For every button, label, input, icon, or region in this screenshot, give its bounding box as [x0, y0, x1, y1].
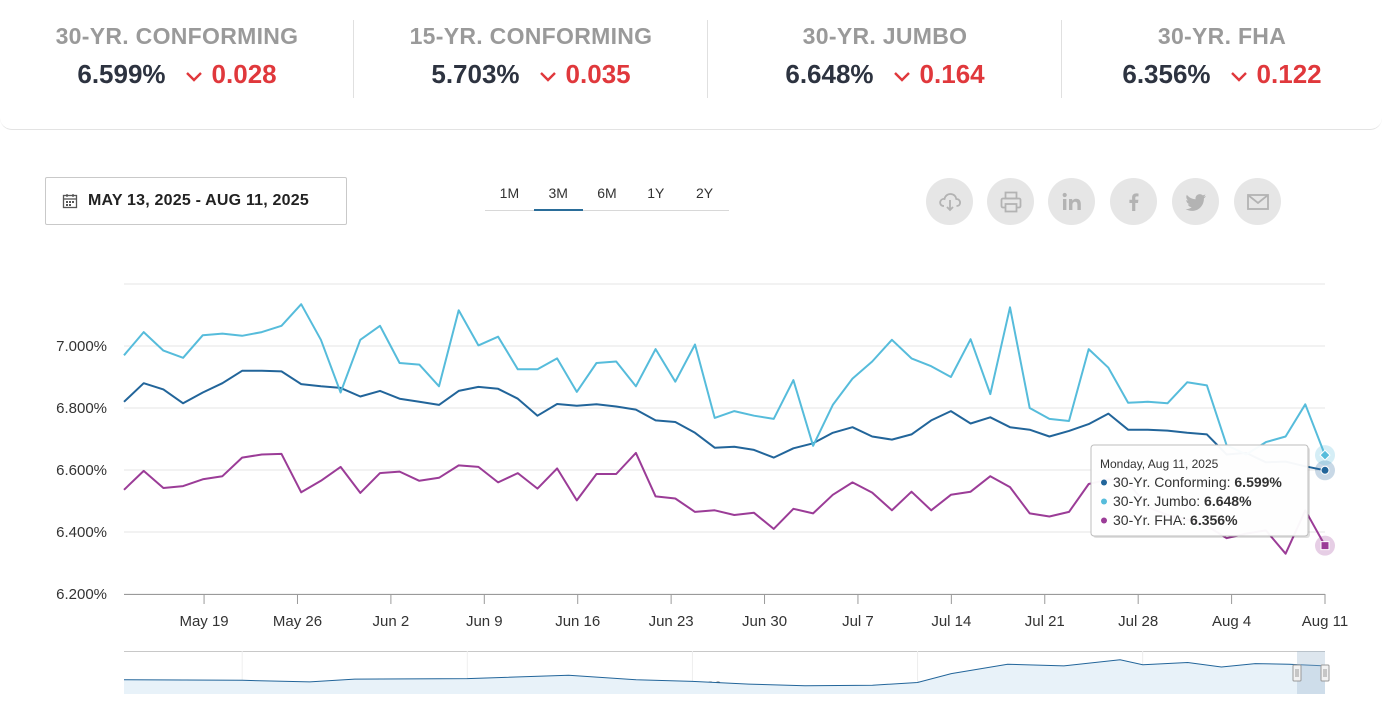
- y-tick-label: 6.200%: [56, 586, 107, 603]
- rate-value: 6.648%: [785, 59, 874, 89]
- x-tick-label: May 26: [273, 613, 322, 630]
- rate-value: 6.599%: [77, 59, 166, 89]
- y-tick-label: 6.800%: [56, 400, 107, 417]
- print-button[interactable]: [987, 178, 1034, 225]
- x-tick-label: Jul 7: [842, 613, 874, 630]
- rate-card-30yr-fha: 30-YR. FHA 6.356% 0.122: [1062, 20, 1382, 100]
- download-button[interactable]: [926, 178, 973, 225]
- facebook-share-button[interactable]: [1110, 178, 1157, 225]
- date-range-picker[interactable]: MAY 13, 2025 - AUG 11, 2025: [45, 177, 347, 225]
- chevron-down-icon: [893, 72, 910, 82]
- series-line-30yr-conforming: [123, 369, 1326, 472]
- rate-card-30yr-jumbo: 30-YR. JUMBO 6.648% 0.164: [708, 20, 1062, 100]
- y-tick-label: 6.600%: [56, 462, 107, 479]
- rate-change: 0.164: [919, 59, 985, 89]
- rate-card-title: 30-YR. FHA: [1157, 23, 1287, 49]
- y-axis: 6.200% 6.400% 6.600% 6.800% 7.000%: [56, 338, 107, 603]
- y-tick-label: 6.400%: [56, 524, 107, 541]
- x-tick-label: Jul 28: [1118, 613, 1158, 630]
- mail-icon: [1246, 193, 1269, 210]
- navigator-area: [124, 659, 1325, 694]
- series-line-30yr-jumbo: [123, 303, 1326, 456]
- range-selector: 1M 3M 6M 1Y 2Y: [485, 180, 729, 211]
- twitter-icon: [1185, 193, 1206, 211]
- rate-value: 6.356%: [1122, 59, 1211, 89]
- x-tick-label: Jun 23: [649, 613, 694, 630]
- navigator-selection[interactable]: [1297, 651, 1325, 694]
- navigator-line: [123, 659, 1326, 687]
- rate-history-chart: 6.200%6.400%6.600%6.800%7.000% May 19 May…: [56, 283, 1348, 694]
- chart-tooltip: Monday, Aug 11, 2025 30-Yr. Conforming: 6…: [1090, 444, 1310, 538]
- range-button-1y[interactable]: 1Y: [647, 185, 665, 201]
- rate-card-title: 30-YR. CONFORMING: [55, 23, 299, 49]
- chevron-down-icon: [539, 72, 556, 82]
- x-tick-label: Jun 9: [466, 613, 503, 630]
- range-button-3m[interactable]: 3M: [533, 180, 583, 211]
- tooltip-row: 30-Yr. FHA: 6.356%: [1113, 512, 1238, 528]
- x-tick-label: May 19: [179, 613, 228, 630]
- tooltip-row: 30-Yr. Jumbo: 6.648%: [1113, 493, 1252, 509]
- linkedin-icon: [1062, 192, 1081, 210]
- chevron-down-icon: [1230, 72, 1247, 82]
- x-tick-label: Jun 2: [373, 613, 410, 630]
- range-button-1m[interactable]: 1M: [499, 185, 520, 201]
- x-tick-label: Jul 14: [931, 613, 971, 630]
- series-marker: [1319, 449, 1331, 461]
- x-tick-label: Jul 21: [1025, 613, 1065, 630]
- chart-gridlines: [124, 283, 1325, 595]
- x-tick-label: Jun 30: [742, 613, 787, 630]
- series-marker: [1320, 465, 1330, 475]
- tooltip-row: 30-Yr. Conforming: 6.599%: [1113, 474, 1282, 490]
- navigator[interactable]: 20162018202020222024: [123, 651, 1330, 694]
- facebook-icon: [1128, 192, 1138, 211]
- chevron-down-icon: [185, 72, 202, 82]
- series-marker: [1320, 541, 1330, 551]
- x-tick-label: Aug 11: [1302, 613, 1348, 630]
- tooltip-date: Monday, Aug 11, 2025: [1100, 457, 1219, 471]
- rate-card-title: 15-YR. CONFORMING: [409, 23, 653, 49]
- rate-change: 0.035: [565, 59, 631, 89]
- rate-card-title: 30-YR. JUMBO: [802, 23, 968, 49]
- rate-change: 0.122: [1256, 59, 1322, 89]
- rate-card-30yr-conforming: 30-YR. CONFORMING 6.599% 0.028: [0, 20, 354, 100]
- y-tick-label: 7.000%: [56, 338, 107, 355]
- navigator-handle[interactable]: [1320, 664, 1330, 682]
- rate-summary-bar: 30-YR. CONFORMING 6.599% 0.028 15-YR. CON…: [0, 0, 1382, 130]
- calendar-icon: [62, 194, 78, 209]
- navigator-handle[interactable]: [1292, 664, 1302, 682]
- linkedin-share-button[interactable]: [1048, 178, 1095, 225]
- rate-card-15yr-conforming: 15-YR. CONFORMING 5.703% 0.035: [354, 20, 708, 100]
- print-icon: [1000, 191, 1021, 212]
- email-share-button[interactable]: [1234, 178, 1281, 225]
- date-range-label: MAY 13, 2025 - AUG 11, 2025: [88, 192, 309, 209]
- range-button-2y[interactable]: 2Y: [696, 185, 714, 201]
- rate-value: 5.703%: [431, 59, 520, 89]
- x-tick-label: Jun 16: [555, 613, 600, 630]
- cloud-download-icon: [938, 192, 961, 211]
- rate-change: 0.028: [211, 59, 277, 89]
- range-button-6m[interactable]: 6M: [597, 185, 617, 201]
- x-tick-label: Aug 4: [1212, 613, 1251, 630]
- x-axis: May 19 May 26 Jun 2 Jun 9 Jun 16 Jun 23 Jun 30…: [124, 594, 1348, 630]
- twitter-share-button[interactable]: [1172, 178, 1219, 225]
